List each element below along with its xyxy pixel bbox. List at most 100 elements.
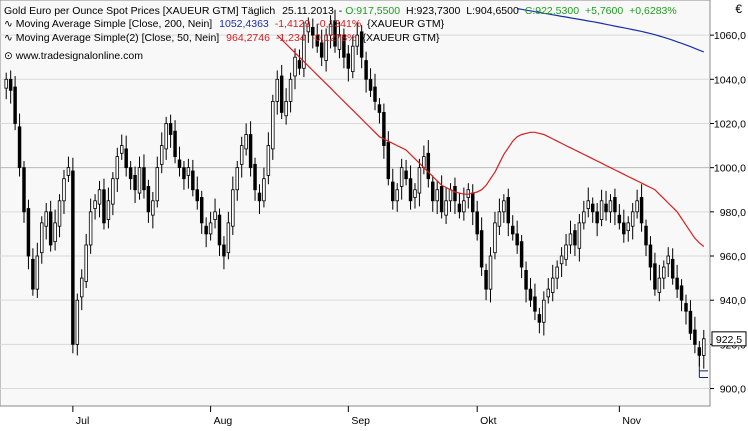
candle <box>439 175 444 219</box>
candle <box>586 187 590 218</box>
candle <box>693 316 697 354</box>
candle <box>186 158 191 189</box>
candle <box>120 134 124 160</box>
ma50-legend-label: Moving Average Simple(2) [Close, 50, Nei… <box>16 32 220 44</box>
x-tick-label: Sep <box>351 415 370 427</box>
watermark-icon: ⊙ <box>4 50 16 62</box>
candle <box>208 211 213 241</box>
candle <box>293 48 297 90</box>
candle <box>582 200 586 230</box>
ma200-line <box>517 8 705 53</box>
candle <box>675 264 679 298</box>
candle <box>57 194 62 238</box>
legend-title: Gold Euro per Ounce Spot Prices [XAUEUR … <box>4 5 275 17</box>
candle <box>306 17 311 43</box>
candle <box>93 194 97 220</box>
candle <box>328 15 333 49</box>
candle <box>222 236 226 270</box>
candle <box>115 147 120 192</box>
candle <box>426 140 431 188</box>
candle <box>644 219 648 257</box>
candle <box>355 21 359 56</box>
candle <box>493 211 497 260</box>
candle <box>195 176 200 210</box>
candle <box>253 157 257 201</box>
candle <box>364 51 368 93</box>
candle <box>506 188 511 237</box>
x-tick-label: Aug <box>214 415 233 427</box>
candle <box>351 35 355 79</box>
currency-label: € <box>735 2 742 16</box>
legend-change: +5,7600 <box>585 5 623 17</box>
candle <box>497 198 502 236</box>
header-legend: Gold Euro per Ounce Spot Prices [XAUEUR … <box>4 5 677 62</box>
candle <box>151 191 155 229</box>
candle <box>435 180 439 215</box>
candle <box>613 188 617 226</box>
candle <box>475 200 479 241</box>
x-axis: Jul Aug Sep Okt Nov <box>72 406 642 427</box>
candle <box>137 156 142 200</box>
candle <box>462 187 466 221</box>
candle <box>382 103 386 159</box>
ma200-legend-change-pct: -0,1341% <box>316 18 361 30</box>
candle <box>44 203 48 240</box>
candle <box>519 235 524 279</box>
last-price-label: 922,5 <box>716 334 742 346</box>
candle <box>444 187 448 224</box>
candle <box>670 248 675 285</box>
last-price-marker: 922,5 <box>711 331 747 347</box>
candle <box>413 183 417 209</box>
candle <box>128 161 133 190</box>
candle <box>528 278 533 307</box>
candle <box>324 28 328 72</box>
ma50-line <box>276 34 705 247</box>
candle <box>133 166 137 203</box>
candle <box>235 161 239 201</box>
candle <box>568 220 573 254</box>
ma50-legend-symbol: {XAUEUR GTM} <box>362 32 440 44</box>
candle <box>635 189 639 219</box>
ma50-legend-change: -1,234 <box>276 32 306 44</box>
ma200-legend-symbol: {XAUEUR GTM} <box>367 18 445 30</box>
candle <box>40 216 44 264</box>
candle <box>48 200 53 252</box>
candle <box>386 131 391 186</box>
candle <box>213 198 217 229</box>
y-tick-label: 1040,0 <box>714 74 746 86</box>
candle <box>524 261 528 303</box>
candle <box>4 72 8 100</box>
candle <box>399 158 404 200</box>
candle <box>502 194 506 223</box>
candle <box>688 300 693 340</box>
candle <box>333 9 337 53</box>
candle <box>319 29 324 67</box>
candle <box>262 167 266 208</box>
candle <box>279 64 284 120</box>
candle <box>159 132 164 174</box>
candle <box>391 168 395 210</box>
candle <box>550 264 555 302</box>
y-tick-label: 1060,0 <box>714 30 746 42</box>
candle <box>226 211 231 260</box>
candle <box>182 161 186 190</box>
candle <box>106 187 111 229</box>
candle <box>573 223 577 257</box>
candle <box>146 179 151 223</box>
candle <box>231 176 235 236</box>
candle <box>431 175 435 212</box>
y-tick-label: 980,0 <box>720 207 746 219</box>
watermark: ⊙ www.tradesignalonline.com <box>4 50 143 62</box>
candle <box>515 220 519 254</box>
x-tick-label: Nov <box>622 415 641 427</box>
candle <box>337 21 342 59</box>
ma200-legend-label: Moving Average Simple [Close, 200, Nein] <box>16 18 213 30</box>
candle <box>608 194 613 223</box>
candle <box>315 24 319 53</box>
candle <box>311 18 315 49</box>
candle <box>542 291 546 336</box>
ma200-legend-change: -1,4129 <box>275 18 311 30</box>
candle <box>13 75 17 131</box>
candle <box>368 68 373 97</box>
